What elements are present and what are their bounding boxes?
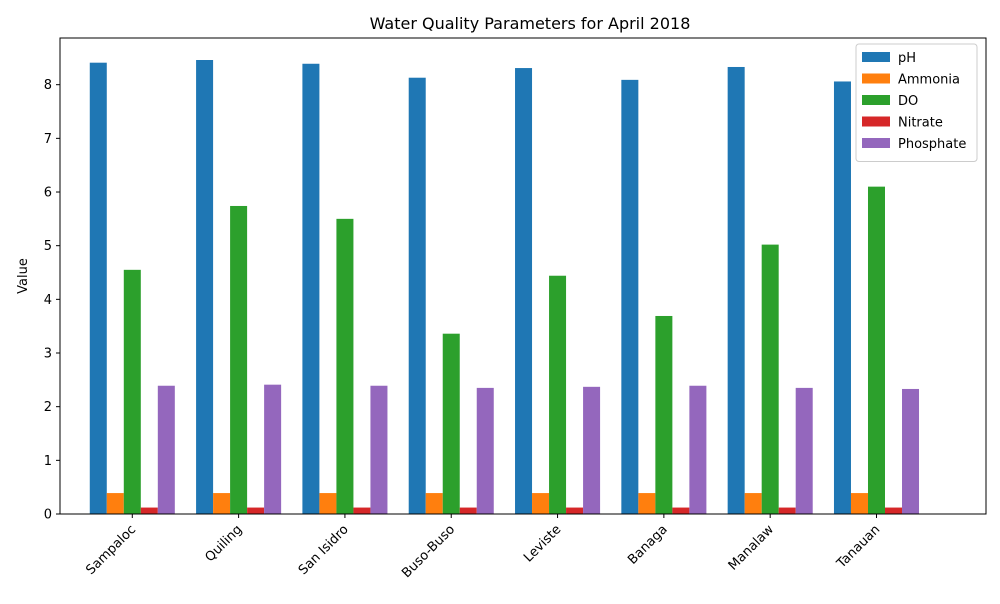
bar-ph-tanauan [833, 81, 851, 514]
bar-ph-quiling [196, 60, 214, 514]
bar-phosphate-leviste [583, 386, 601, 514]
legend-label-nitrate: Nitrate [898, 116, 943, 131]
chart-title: Water Quality Parameters for April 2018 [370, 14, 691, 33]
x-tick-label: Leviste [521, 522, 564, 565]
y-tick-label: 7 [44, 132, 52, 147]
legend: pH Ammonia DO Nitrate Phosphate [855, 43, 978, 162]
y-axis-label: Value [16, 258, 31, 294]
bar-do-tanauan [867, 186, 885, 514]
bar-do-sampaloc [123, 269, 141, 514]
bar-ph-san-isidro [302, 63, 320, 514]
bar-nitrate-sampaloc [140, 507, 158, 514]
y-tick-label: 5 [44, 239, 52, 254]
bar-nitrate-quiling [247, 507, 265, 514]
legend-label-ph: pH [898, 51, 916, 66]
bar-ph-manalaw [727, 66, 745, 514]
bar-nitrate-buso-buso [459, 507, 477, 514]
y-tick-label: 1 [44, 454, 52, 469]
x-tick-label: Tanauan [834, 522, 884, 572]
bar-ammonia-quiling [213, 493, 231, 514]
legend-swatch-do [862, 95, 890, 105]
bar-phosphate-san-isidro [370, 385, 388, 514]
bar-ph-leviste [515, 68, 533, 515]
x-tick-label: San Isidro [296, 522, 352, 578]
bar-ammonia-tanauan [850, 493, 868, 514]
bar-ammonia-banaga [638, 493, 656, 514]
bar-phosphate-quiling [264, 384, 282, 514]
bar-do-leviste [549, 275, 567, 514]
legend-swatch-ammonia [862, 73, 890, 84]
legend-label-phosphate: Phosphate [898, 137, 966, 152]
bar-do-banaga [655, 315, 673, 514]
bar-phosphate-manalaw [795, 387, 813, 514]
y-tick-label: 0 [44, 508, 52, 523]
legend-swatch-nitrate [862, 116, 890, 127]
legend-swatch-phosphate [862, 138, 890, 148]
y-tick-label: 4 [44, 293, 52, 308]
x-tick-label: Banaga [625, 522, 670, 567]
bar-phosphate-sampaloc [157, 385, 175, 514]
bar-ammonia-san-isidro [319, 493, 337, 514]
bar-do-quiling [230, 205, 248, 514]
legend-label-do: DO [898, 94, 918, 109]
bar-do-manalaw [761, 244, 779, 515]
bar-nitrate-tanauan [885, 507, 903, 514]
y-tick-label: 3 [44, 347, 52, 362]
y-tick-label: 2 [44, 400, 52, 415]
bar-ammonia-buso-buso [425, 493, 443, 514]
y-tick-label: 8 [44, 78, 52, 93]
bar-ammonia-sampaloc [106, 493, 124, 514]
bar-nitrate-leviste [566, 507, 584, 514]
bar-do-san-isidro [336, 218, 354, 514]
bar-phosphate-tanauan [902, 388, 920, 514]
bars-group [89, 60, 920, 515]
y-tick-label: 6 [44, 186, 52, 201]
bar-nitrate-manalaw [778, 507, 796, 514]
bar-phosphate-buso-buso [476, 387, 494, 514]
plot-frame [59, 37, 987, 515]
legend-label-ammonia: Ammonia [898, 73, 960, 88]
bar-ph-sampaloc [89, 62, 107, 514]
bar-nitrate-banaga [672, 507, 690, 514]
legend-swatch-ph [862, 52, 890, 62]
bar-ph-banaga [621, 79, 639, 515]
x-tick-label: Buso-Buso [399, 522, 458, 581]
x-tick-label: Sampaloc [83, 522, 139, 578]
x-tick-label: Manalaw [726, 522, 778, 574]
bar-phosphate-banaga [689, 385, 707, 514]
bar-ph-buso-buso [408, 77, 426, 515]
bar-do-buso-buso [442, 333, 460, 514]
bar-ammonia-leviste [532, 493, 550, 514]
x-tick-label: Quiling [202, 522, 245, 565]
bar-ammonia-manalaw [744, 493, 762, 514]
bar-nitrate-san-isidro [353, 507, 371, 514]
legend-box [855, 43, 978, 162]
